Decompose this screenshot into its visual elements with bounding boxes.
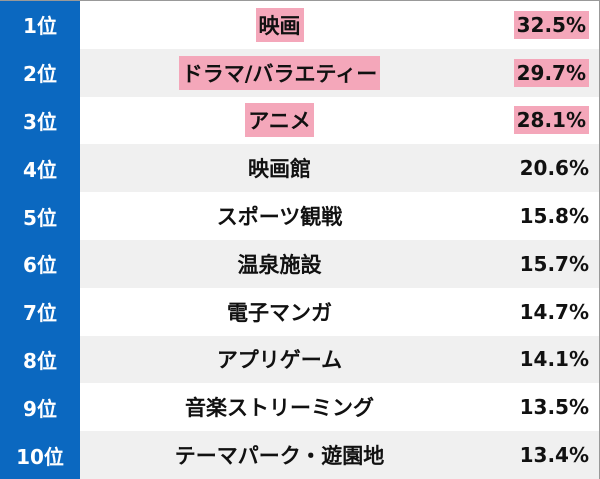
table-row: 10位 テーマパーク・遊園地 13.4% <box>0 431 599 479</box>
name-cell: アプリゲーム <box>80 335 479 384</box>
percent-cell: 13.4% <box>479 431 599 479</box>
item-name: アニメ <box>245 103 314 138</box>
percent-cell: 20.6% <box>479 144 599 193</box>
rank-label: 1位 <box>23 14 57 39</box>
rank-cell: 5位 <box>0 192 80 240</box>
item-percent: 15.7% <box>519 251 589 276</box>
percent-cell: 14.7% <box>479 288 599 336</box>
item-percent: 20.6% <box>519 156 589 181</box>
rank-label: 6位 <box>23 253 57 278</box>
table-row: 2位 ドラマ/バラエティー 29.7% <box>0 48 599 97</box>
name-cell: 電子マンガ <box>80 288 479 336</box>
rank-label: 8位 <box>23 348 57 373</box>
table-row: 1位 映画 32.5% <box>0 1 599 49</box>
item-name: 映画館 <box>248 157 311 182</box>
percent-cell: 14.1% <box>479 335 599 384</box>
item-name: 電子マンガ <box>227 300 332 325</box>
rank-label: 7位 <box>23 301 57 326</box>
item-name: アプリゲーム <box>216 348 343 373</box>
item-percent: 14.1% <box>519 347 589 372</box>
name-cell: 音楽ストリーミング <box>80 383 479 431</box>
table-row: 8位 アプリゲーム 14.1% <box>0 335 599 384</box>
name-cell: 映画館 <box>80 144 479 193</box>
item-percent: 13.5% <box>519 395 589 420</box>
table-row: 3位 アニメ 28.1% <box>0 96 599 145</box>
name-cell: 映画 <box>80 1 479 49</box>
rank-label: 5位 <box>23 205 57 230</box>
rank-cell: 1位 <box>0 1 80 49</box>
name-cell: テーマパーク・遊園地 <box>80 431 479 479</box>
rank-cell: 7位 <box>0 287 80 336</box>
rank-cell: 4位 <box>0 144 80 193</box>
rank-label: 2位 <box>23 62 57 87</box>
percent-cell: 15.7% <box>479 239 599 288</box>
item-percent: 32.5% <box>513 10 589 39</box>
percent-cell: 15.8% <box>479 192 599 240</box>
rank-cell: 2位 <box>0 48 80 97</box>
name-cell: スポーツ観戦 <box>80 192 479 240</box>
rank-cell: 8位 <box>0 335 80 384</box>
item-percent: 29.7% <box>513 58 589 87</box>
item-name: 温泉施設 <box>237 252 322 277</box>
name-cell: ドラマ/バラエティー <box>80 48 479 97</box>
rank-cell: 3位 <box>0 96 80 145</box>
item-name: 音楽ストリーミング <box>185 396 374 421</box>
item-percent: 14.7% <box>519 299 589 324</box>
rank-label: 3位 <box>23 109 57 134</box>
percent-cell: 28.1% <box>479 97 599 145</box>
rank-cell: 6位 <box>0 239 80 288</box>
rank-label: 9位 <box>23 396 57 421</box>
item-name: テーマパーク・遊園地 <box>174 444 385 469</box>
name-cell: 温泉施設 <box>80 239 479 288</box>
percent-cell: 29.7% <box>479 48 599 97</box>
table-row: 4位 映画館 20.6% <box>0 144 599 193</box>
rank-label: 4位 <box>23 157 57 182</box>
item-name: 映画 <box>255 7 304 42</box>
rank-cell: 10位 <box>0 431 80 479</box>
name-cell: アニメ <box>80 97 479 145</box>
table-row: 9位 音楽ストリーミング 13.5% <box>0 383 599 432</box>
table-row: 6位 温泉施設 15.7% <box>0 239 599 288</box>
item-percent: 28.1% <box>513 106 589 135</box>
percent-cell: 13.5% <box>479 383 599 431</box>
rank-cell: 9位 <box>0 383 80 432</box>
item-name: スポーツ観戦 <box>216 205 343 230</box>
item-percent: 15.8% <box>519 204 589 229</box>
item-percent: 13.4% <box>519 443 589 468</box>
table-row: 5位 スポーツ観戦 15.8% <box>0 192 599 240</box>
rank-label: 10位 <box>16 444 64 469</box>
item-name: ドラマ/バラエティー <box>178 55 381 90</box>
percent-cell: 32.5% <box>479 1 599 49</box>
table-row: 7位 電子マンガ 14.7% <box>0 287 599 336</box>
